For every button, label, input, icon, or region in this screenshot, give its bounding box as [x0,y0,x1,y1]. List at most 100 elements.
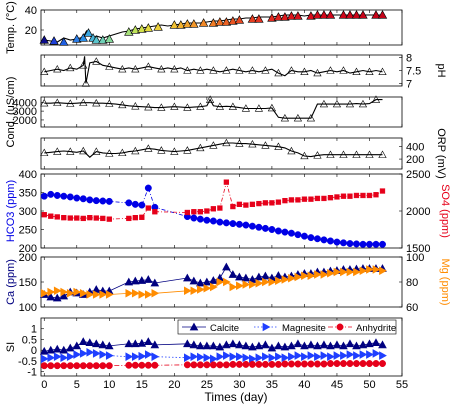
data-point [196,341,205,350]
data-point [307,234,315,242]
data-point [378,340,387,349]
panel-frame [40,317,403,377]
data-point [326,341,335,350]
y-tick-label: 7 [406,78,412,90]
data-point [209,276,218,284]
y-tick-label: -1 [27,367,37,379]
data-point [294,360,302,368]
panel-ca-mg [39,256,403,308]
data-point [183,103,192,111]
data-point [228,102,237,110]
data-point [105,149,114,157]
data-point [320,360,328,368]
data-point [210,282,218,292]
data-point [138,201,146,209]
data-point [372,265,381,274]
data-point [353,192,360,199]
data-point [196,66,205,74]
data-point [280,113,290,122]
data-point [267,13,277,22]
data-point [145,205,151,211]
data-point [313,151,322,159]
y-tick-label: 20 [25,25,37,37]
data-point [241,104,251,112]
y-tick-label: 200 [406,154,424,166]
data-point [60,287,69,297]
panel-frame [40,9,403,46]
data-point [150,340,160,349]
data-point [91,35,101,44]
data-point [300,341,309,350]
data-point [130,25,141,34]
data-point [47,190,55,198]
x-tick-label: 50 [363,379,375,391]
data-point [326,66,335,74]
data-point [79,288,88,298]
data-point [131,352,140,361]
data-point [183,273,192,282]
data-point [242,353,251,363]
data-point [221,17,232,26]
data-point [215,102,224,110]
data-point [105,351,114,360]
data-point [339,239,347,247]
data-point [118,100,127,109]
data-point [53,352,62,361]
panel-cond [40,95,403,128]
data-point [293,113,303,122]
data-point [365,150,374,158]
legend-label-calcite: Calcite [210,323,239,334]
data-point [125,288,134,298]
data-point [358,340,368,349]
data-point [281,228,289,236]
data-point [138,290,147,299]
series-line [44,56,383,84]
data-point [40,192,48,200]
data-point [287,360,295,368]
series-temp-1 [39,10,388,46]
data-point [352,341,361,350]
data-point [132,215,138,221]
y-axis-label-left: Ca (ppm) [5,259,17,305]
data-point [137,24,147,33]
data-point [143,23,154,32]
data-point [53,191,61,199]
data-point [86,362,94,370]
data-point [86,196,94,204]
data-point [49,36,59,45]
x-tick-label: 20 [168,379,180,391]
data-point [241,273,251,282]
series-hco3 [40,184,386,248]
data-point [203,361,211,369]
panel-frame [40,137,403,170]
data-point [365,67,374,75]
data-point [307,351,316,360]
data-point [325,10,336,19]
data-point [359,266,368,276]
data-point [319,99,329,108]
data-point [235,220,243,228]
data-point [371,95,381,103]
data-point [352,360,360,368]
data-point [358,10,368,19]
data-point [131,102,140,110]
data-point [92,57,101,65]
data-point [66,99,75,107]
y-tick-label: 8 [406,53,412,65]
series-ph-0 [40,56,387,87]
data-point [222,219,230,227]
data-point [352,67,361,75]
series-mg [40,265,387,299]
data-point [197,352,205,362]
data-point [196,278,205,287]
data-point [352,150,361,158]
data-point [229,220,237,228]
data-point [281,353,290,363]
data-point [92,147,101,155]
data-point [79,349,88,358]
data-point [327,268,335,278]
data-point [131,146,140,155]
data-point [274,227,282,235]
data-point [78,33,88,42]
data-point [105,197,113,205]
